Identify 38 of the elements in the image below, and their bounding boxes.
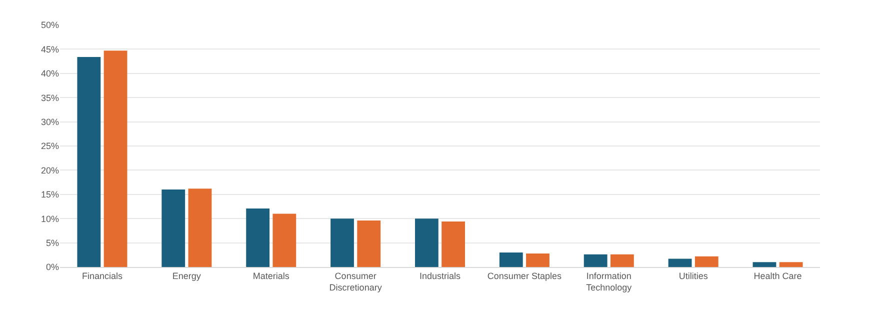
bar (357, 220, 381, 267)
x-tick-label: Consumer Discretionary (329, 270, 382, 292)
y-tick-label: 30% (40, 116, 59, 127)
x-tick-label: Consumer Staples (487, 270, 562, 281)
y-tick-label: 5% (46, 238, 59, 248)
y-tick-label: 40% (40, 68, 59, 79)
x-tick-label: Financials (82, 270, 123, 281)
x-tick-label: Health Care (754, 270, 802, 281)
bar (694, 256, 718, 267)
bar (272, 214, 296, 267)
bar (499, 252, 523, 267)
bar (77, 56, 101, 267)
y-tick-label: 50% (40, 20, 59, 30)
bar (752, 262, 776, 267)
x-tick-label: Industrials (419, 270, 462, 281)
y-tick-label: 15% (40, 190, 59, 200)
x-tick-label: Materials (252, 270, 290, 281)
y-tick-label: 20% (40, 165, 59, 176)
bar (442, 222, 465, 267)
bar (415, 218, 438, 267)
x-tick-label: Utilities (678, 270, 708, 281)
bar (584, 254, 608, 267)
bar (668, 258, 692, 267)
y-tick-label: 35% (40, 92, 59, 103)
bar (779, 262, 803, 267)
y-tick-label: 0% (46, 262, 59, 272)
x-tick-label: Information Technology (586, 270, 632, 292)
bar (610, 254, 634, 267)
y-tick-label: 45% (40, 44, 59, 54)
y-tick-label: 25% (40, 141, 59, 152)
y-tick-label: 10% (40, 214, 59, 224)
bar (188, 188, 212, 267)
x-tick-label: Energy (172, 270, 202, 281)
bar (104, 50, 128, 267)
bar (162, 190, 186, 267)
bar (526, 253, 550, 267)
bar (330, 218, 354, 267)
bar (246, 208, 270, 267)
